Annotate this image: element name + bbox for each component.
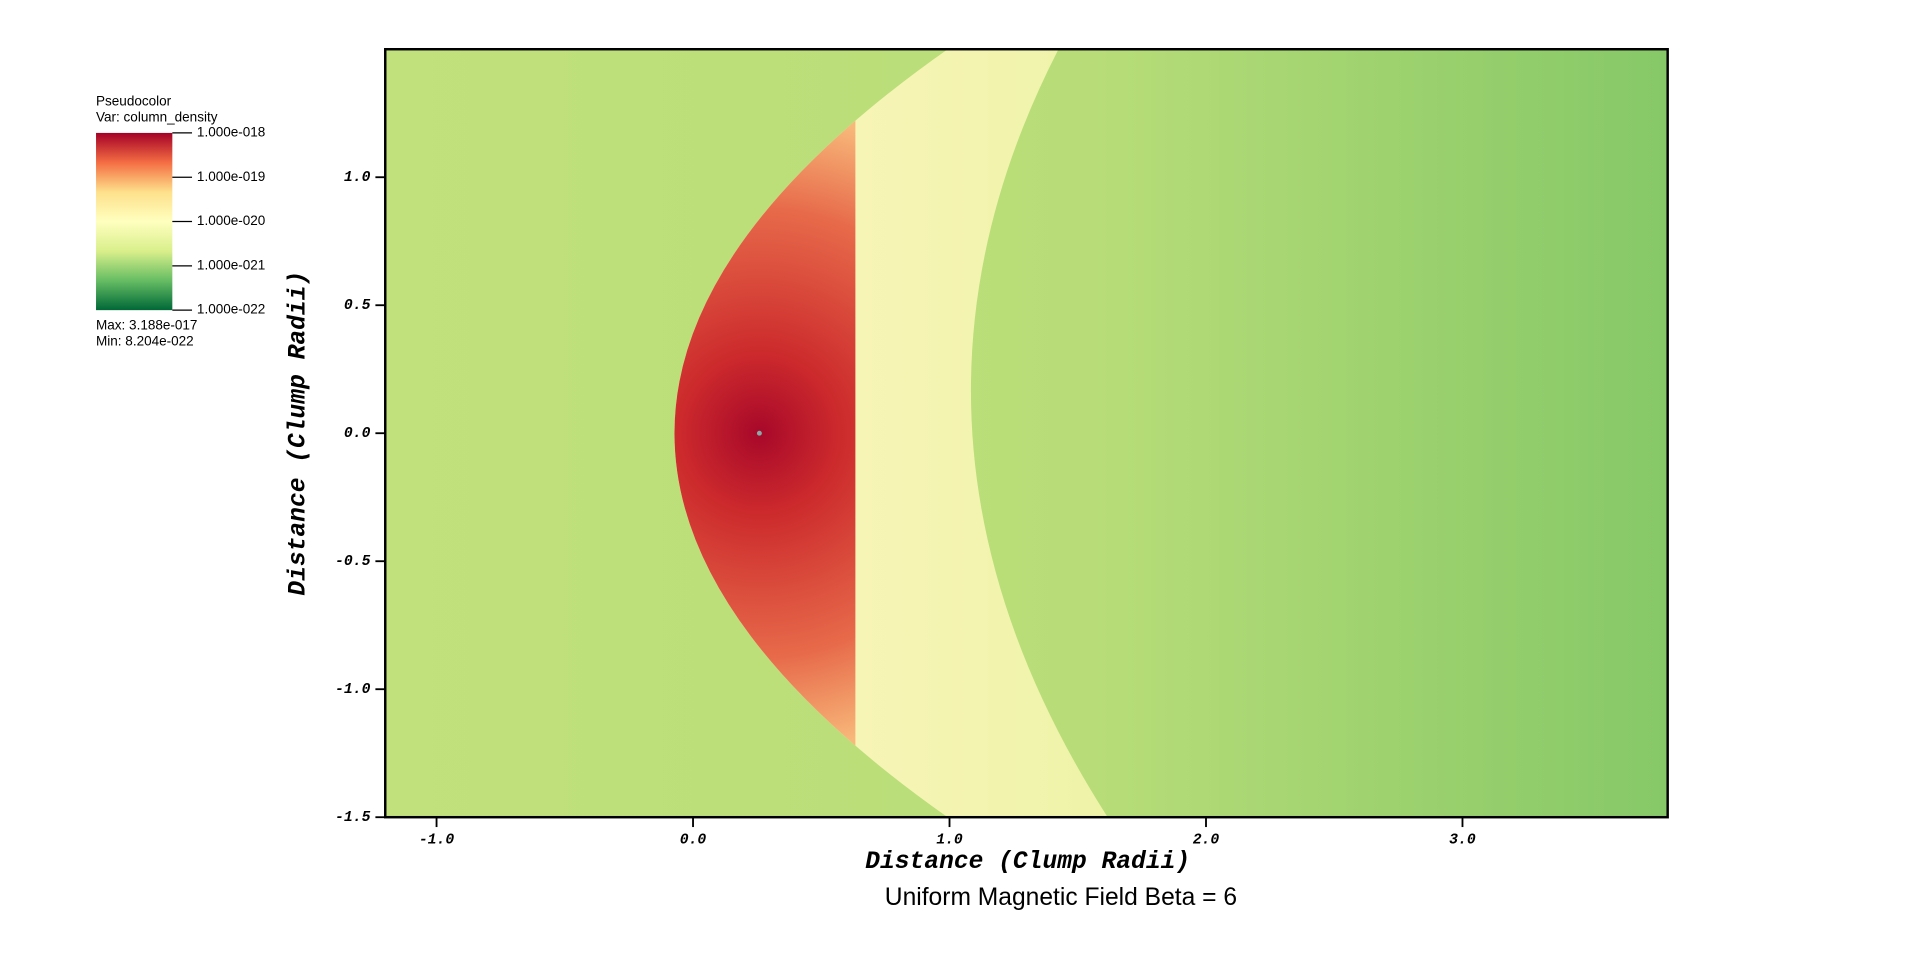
- y-tick-label: -1.0: [335, 682, 371, 698]
- chart-title: Uniform Magnetic Field Beta = 6: [885, 884, 1237, 911]
- y-tick-label: -0.5: [335, 554, 371, 570]
- y-tick-label: 0.0: [344, 426, 371, 442]
- legend-max: Max: 3.188e-017: [96, 318, 197, 333]
- y-tick-label: 1.0: [344, 170, 371, 186]
- x-tick-label: -1.0: [419, 832, 455, 848]
- colorbar-tick-label: 1.000e-022: [197, 302, 265, 317]
- x-tick-label: 1.0: [936, 832, 963, 848]
- x-tick-label: 3.0: [1449, 832, 1476, 848]
- colorbar-tick-label: 1.000e-018: [197, 124, 265, 139]
- y-tick-label: -1.5: [335, 810, 371, 826]
- y-tick-label: 0.5: [344, 298, 371, 314]
- colorbar-tick-label: 1.000e-019: [197, 169, 265, 184]
- center-dot: [756, 430, 762, 436]
- legend-min: Min: 8.204e-022: [96, 334, 194, 349]
- dense-region: [674, 120, 856, 746]
- colorbar-tick-label: 1.000e-020: [197, 213, 265, 228]
- colorbar: [96, 132, 173, 311]
- x-tick-label: 0.0: [680, 832, 707, 848]
- colorbar-tick-label: 1.000e-021: [197, 257, 265, 272]
- legend-title: Pseudocolor: [96, 94, 172, 109]
- field: [385, 49, 1668, 818]
- x-tick-label: 2.0: [1193, 832, 1220, 848]
- y-axis-label: Distance (Clump Radii): [285, 271, 312, 596]
- x-axis-label: Distance (Clump Radii): [865, 849, 1190, 876]
- legend-variable: Var: column_density: [96, 110, 218, 125]
